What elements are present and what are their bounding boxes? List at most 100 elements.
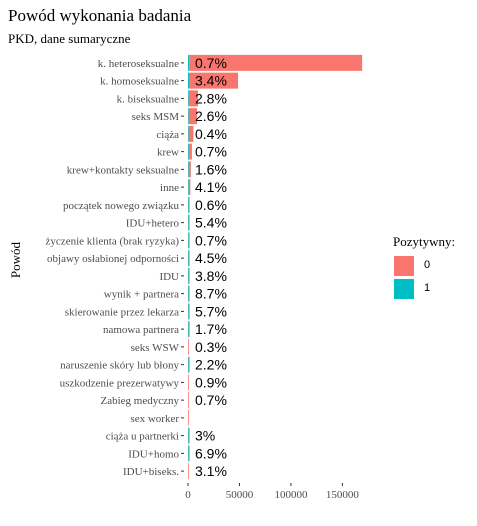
bar-positive <box>188 125 189 142</box>
bar-negative <box>188 161 191 178</box>
percent-label: 1.7% <box>195 321 227 337</box>
percent-label: 0.7% <box>195 232 227 248</box>
y-tick-label: ciąża u partnerki <box>106 431 179 443</box>
bar-negative <box>188 267 190 284</box>
y-tick-label: IDU+hetero <box>126 218 180 230</box>
bar-negative <box>188 321 190 338</box>
bar-positive <box>188 427 189 444</box>
y-tick-label: IDU <box>159 271 179 283</box>
bar-positive <box>188 161 189 178</box>
bar-negative <box>188 338 189 355</box>
legend-item-0: 0 <box>393 256 477 278</box>
bar-positive <box>188 179 189 196</box>
percent-label: 0.4% <box>195 126 227 142</box>
legend-item-1: 1 <box>393 279 477 301</box>
y-tick-label: skierowanie przez lekarza <box>65 306 179 318</box>
chart-subtitle: PKD, dane sumaryczne <box>8 31 131 46</box>
percent-label: 8.7% <box>195 286 227 302</box>
percent-label: 3.4% <box>195 73 227 89</box>
y-tick-label: namowa partnera <box>103 324 179 336</box>
bar-negative <box>188 196 190 213</box>
percent-label: 0.9% <box>195 374 227 390</box>
bar-positive <box>188 356 189 373</box>
bar-negative <box>188 232 190 249</box>
y-tick-label: seks MSM <box>132 111 180 123</box>
percent-label: 1.6% <box>195 161 227 177</box>
bar-negative <box>189 72 239 89</box>
bar-negative <box>188 214 190 231</box>
bar-negative <box>188 427 190 444</box>
bar-positive <box>188 267 189 284</box>
y-tick-label: k. heteroseksualne <box>98 58 179 70</box>
y-tick-label: uszkodzenie prezerwatywy <box>60 377 180 389</box>
bar-negative <box>188 125 194 142</box>
y-tick-label: k. biseksualne <box>117 93 179 105</box>
percent-label: 0.7% <box>195 392 227 408</box>
percent-label: 6.9% <box>195 445 227 461</box>
y-tick-label: życzenie klienta (brak ryzyka) <box>46 235 180 247</box>
percent-label: 4.1% <box>195 179 227 195</box>
percent-label: 3.1% <box>195 463 227 479</box>
y-tick-label: naruszenie skóry lub błony <box>60 360 179 372</box>
y-tick-label: krew+kontakty seksualne <box>67 164 179 176</box>
x-tick-label: 100000 <box>274 489 308 501</box>
bar-negative <box>188 108 198 125</box>
bar-positive <box>188 303 189 320</box>
bar-negative <box>188 445 190 462</box>
bar-positive <box>188 196 189 213</box>
y-tick-label: wynik + partnera <box>104 289 179 301</box>
y-tick-label: k. homoseksualne <box>100 76 179 88</box>
bar-negative <box>188 463 189 480</box>
bar-positive <box>188 54 190 71</box>
legend-key-1 <box>394 279 414 299</box>
bar-positive <box>188 72 190 89</box>
percent-label: 2.8% <box>195 90 227 106</box>
x-tick-label: 0 <box>185 489 191 501</box>
percent-label: 3% <box>195 428 215 444</box>
y-tick-label: seks WSW <box>131 342 180 354</box>
bar-negative <box>188 250 190 267</box>
bar-negative <box>189 54 363 71</box>
bar-negative <box>188 303 190 320</box>
bar-positive <box>188 285 189 302</box>
y-tick-label: Zabieg medyczny <box>101 395 180 407</box>
y-tick-label: sex worker <box>130 413 179 425</box>
bar-positive <box>188 232 189 249</box>
percent-label: 5.4% <box>195 215 227 231</box>
percent-label: 0.6% <box>195 197 227 213</box>
legend-label-1: 1 <box>424 282 431 294</box>
legend-title: Pozytywny: <box>393 234 456 249</box>
legend: Pozytywny: 0 1 <box>393 234 456 299</box>
bar-negative <box>188 374 189 391</box>
percent-label: 2.6% <box>195 108 227 124</box>
bar-positive <box>188 108 189 125</box>
bar-positive <box>188 445 189 462</box>
percent-label: 5.7% <box>195 303 227 319</box>
bar-negative <box>188 179 191 196</box>
x-tick-label: 150000 <box>326 489 360 501</box>
bar-negative <box>188 356 190 373</box>
bar-negative <box>188 409 189 426</box>
y-tick-label: ciąża <box>156 129 179 141</box>
percent-label: 3.8% <box>195 268 227 284</box>
legend-key-0 <box>394 256 414 276</box>
bar-positive <box>188 143 189 160</box>
x-tick-label: 50000 <box>226 489 254 501</box>
chart-title: Powód wykonania badania <box>8 6 192 25</box>
bar-positive <box>188 90 189 107</box>
y-tick-label: początek nowego związku <box>63 200 180 212</box>
bar-negative <box>188 285 190 302</box>
y-tick-label: krew <box>157 147 179 159</box>
bar-positive <box>188 321 189 338</box>
bar-negative <box>188 143 192 160</box>
bar-positive <box>188 250 189 267</box>
y-tick-label: IDU+homo <box>128 448 179 460</box>
percent-label: 4.5% <box>195 250 227 266</box>
bar-negative <box>188 392 189 409</box>
percent-label: 0.7% <box>195 55 227 71</box>
y-tick-label: IDU+biseks. <box>123 466 179 478</box>
percent-label: 0.7% <box>195 144 227 160</box>
percent-label: 2.2% <box>195 357 227 373</box>
percent-label: 0.3% <box>195 339 227 355</box>
